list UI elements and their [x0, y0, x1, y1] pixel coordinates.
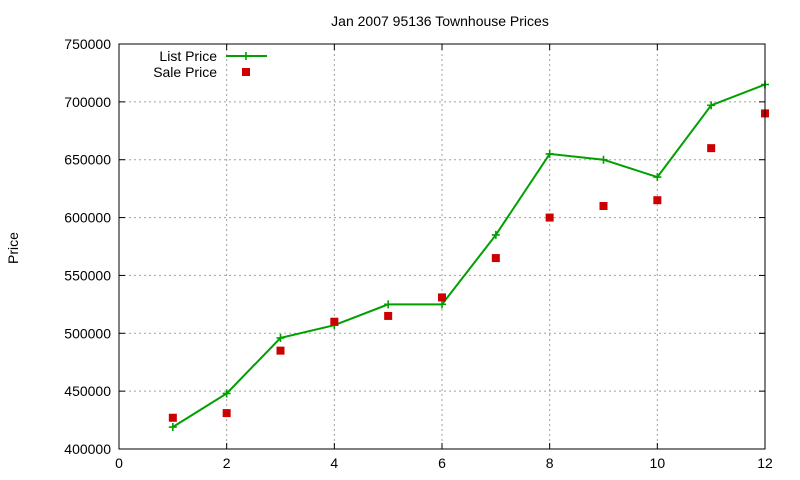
- x-tick-label: 12: [757, 455, 773, 471]
- sale-price-point: [384, 311, 393, 320]
- sale-price-point: [545, 213, 554, 222]
- plot-frame: [118, 43, 766, 450]
- y-tick-label: 500000: [64, 325, 111, 341]
- x-tick-label: 4: [330, 455, 338, 471]
- sale-price-point: [707, 144, 716, 153]
- legend-square-marker: [242, 68, 250, 76]
- grid-lines: [119, 44, 765, 449]
- y-tick-label: 700000: [64, 94, 111, 110]
- chart-title: Jan 2007 95136 Townhouse Prices: [331, 13, 549, 29]
- x-tick-label: 10: [650, 455, 666, 471]
- data-series: [168, 80, 769, 432]
- y-tick-label: 400000: [64, 441, 111, 457]
- legend-label: Sale Price: [153, 64, 217, 80]
- list-price-point: [653, 173, 662, 182]
- list-price-point: [491, 230, 500, 239]
- y-tick-label: 750000: [64, 36, 111, 52]
- list-price-line: [172, 83, 766, 428]
- list-price-point: [438, 300, 446, 309]
- sale-price-point: [599, 202, 608, 210]
- y-tick-label: 600000: [64, 210, 111, 226]
- tick-labels: 0 2 4 6 8 10 12 400000 450000 500000 550000 600000 6…: [64, 36, 773, 471]
- list-price-point: [276, 333, 285, 342]
- y-tick-label: 450000: [64, 383, 111, 399]
- list-price-point: [545, 149, 554, 158]
- y-tick-label: 550000: [64, 267, 111, 283]
- y-axis-label: Price: [5, 232, 21, 264]
- x-tick-label: 0: [115, 455, 123, 471]
- legend-plus-marker: [242, 52, 250, 60]
- sale-price-point: [653, 196, 662, 205]
- sale-price-point: [222, 409, 231, 418]
- x-tick-label: 2: [223, 455, 231, 471]
- list-price-point: [384, 300, 393, 309]
- series-sale-price: [168, 109, 769, 422]
- sale-price-point: [438, 293, 446, 302]
- list-price-point: [168, 423, 177, 432]
- sale-price-point: [491, 254, 500, 263]
- sale-price-point: [330, 317, 339, 326]
- list-price-point: [707, 101, 716, 110]
- series-list-price: [168, 80, 769, 432]
- x-tick-label: 6: [438, 455, 446, 471]
- list-price-point: [222, 389, 231, 398]
- legend-label: List Price: [159, 48, 217, 64]
- list-price-point: [599, 155, 608, 164]
- y-tick-label: 650000: [64, 152, 111, 168]
- sale-price-point: [168, 413, 177, 422]
- x-tick-label: 8: [546, 455, 554, 471]
- sale-price-point: [276, 346, 285, 355]
